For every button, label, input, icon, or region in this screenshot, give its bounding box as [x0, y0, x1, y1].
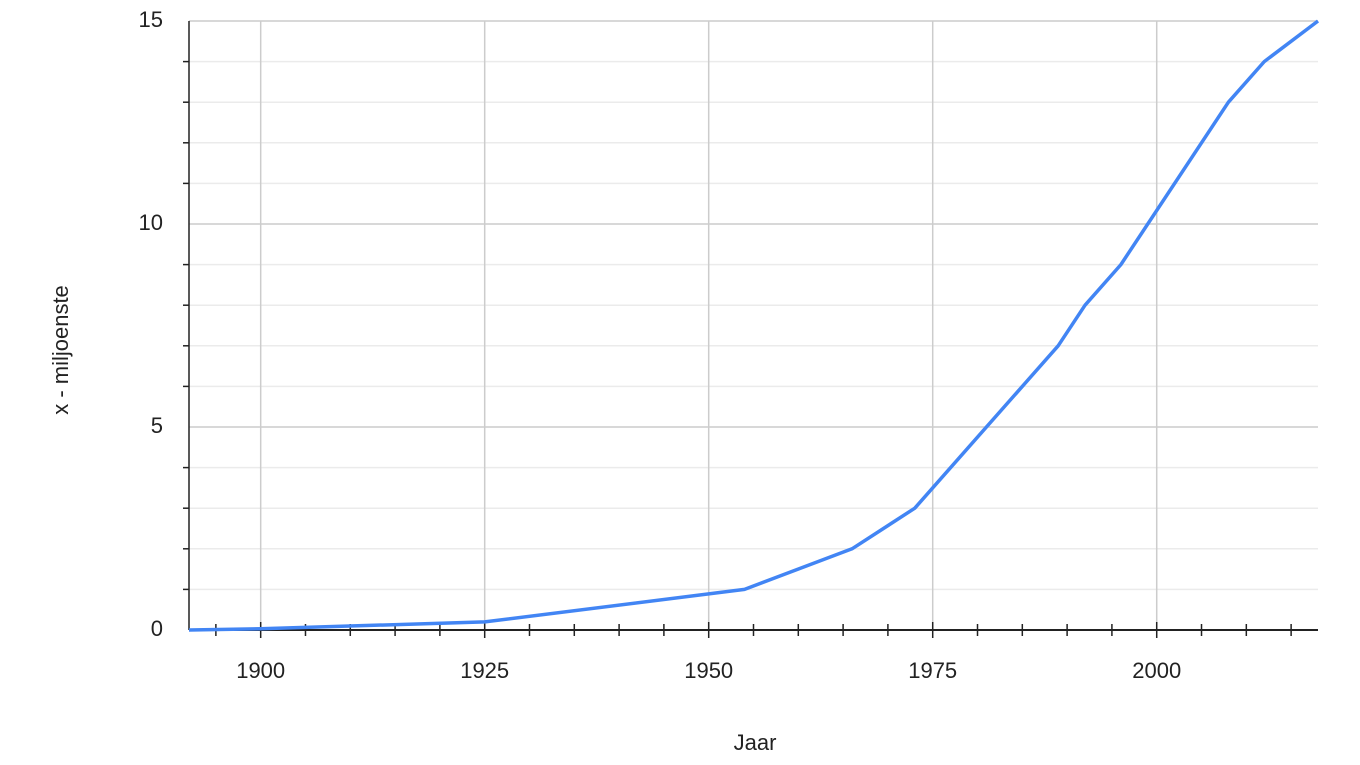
x-tick-label: 1950: [684, 658, 733, 683]
x-axis-label: Jaar: [734, 730, 777, 755]
x-tick-label: 2000: [1132, 658, 1181, 683]
x-tick-label: 1900: [236, 658, 285, 683]
y-tick-label: 10: [139, 210, 163, 235]
x-tick-label: 1925: [460, 658, 509, 683]
y-tick-label: 15: [139, 7, 163, 32]
x-tick-label: 1975: [908, 658, 957, 683]
y-tick-label: 0: [151, 616, 163, 641]
data-line: [188, 19, 1320, 632]
y-tick-label: 5: [151, 413, 163, 438]
y-axis-label: x - miljoenste: [48, 285, 73, 415]
